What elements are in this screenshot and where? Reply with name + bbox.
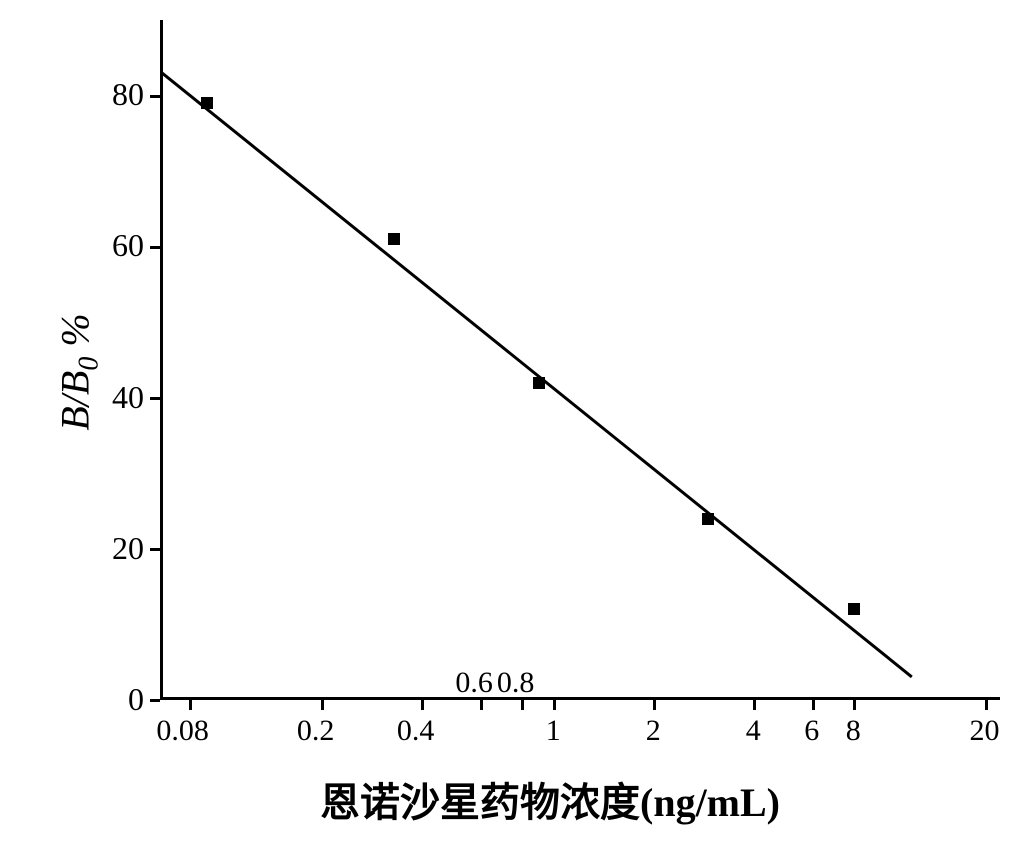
x-tick-label: 0.6 [455, 666, 493, 700]
x-tick [812, 700, 815, 710]
y-axis-label: B/B0 % [52, 313, 106, 430]
y-axis-line [160, 20, 163, 700]
x-tick-label: 0.08 [156, 714, 209, 748]
x-tick [321, 700, 324, 710]
x-axis-line [160, 697, 1000, 700]
x-tick-label: 0.4 [397, 714, 435, 748]
y-tick [150, 397, 160, 400]
y-tick-label: 60 [112, 227, 144, 264]
x-tick-label: 1 [546, 714, 561, 748]
data-marker [848, 603, 860, 615]
data-marker [388, 233, 400, 245]
x-tick [853, 700, 856, 710]
x-tick [985, 700, 988, 710]
x-tick-label: 0.8 [497, 666, 535, 700]
x-tick-label: 0.2 [297, 714, 335, 748]
x-tick-label: 8 [846, 714, 861, 748]
x-axis-label: 恩诺沙星药物浓度(ng/mL) [320, 770, 780, 828]
y-tick-label: 40 [112, 379, 144, 416]
x-tick [521, 700, 524, 710]
x-tick [480, 700, 483, 710]
regression-line [160, 71, 912, 678]
x-tick [753, 700, 756, 710]
x-tick-label: 20 [969, 714, 999, 748]
y-tick-label: 80 [112, 76, 144, 113]
x-tick [421, 700, 424, 710]
x-tick-label: 4 [746, 714, 761, 748]
y-tick-label: 20 [112, 530, 144, 567]
x-tick [189, 700, 192, 710]
y-tick [150, 246, 160, 249]
x-tick [653, 700, 656, 710]
y-tick [150, 699, 160, 702]
y-tick [150, 548, 160, 551]
x-tick-label: 2 [646, 714, 661, 748]
y-tick-label: 0 [128, 681, 144, 718]
y-tick [150, 95, 160, 98]
x-tick-label: 6 [804, 714, 819, 748]
x-tick [553, 700, 556, 710]
chart-container: B/B0 % 恩诺沙星药物浓度(ng/mL) 0 20 40 60 80 0.08 0.2 0… [0, 0, 1033, 861]
